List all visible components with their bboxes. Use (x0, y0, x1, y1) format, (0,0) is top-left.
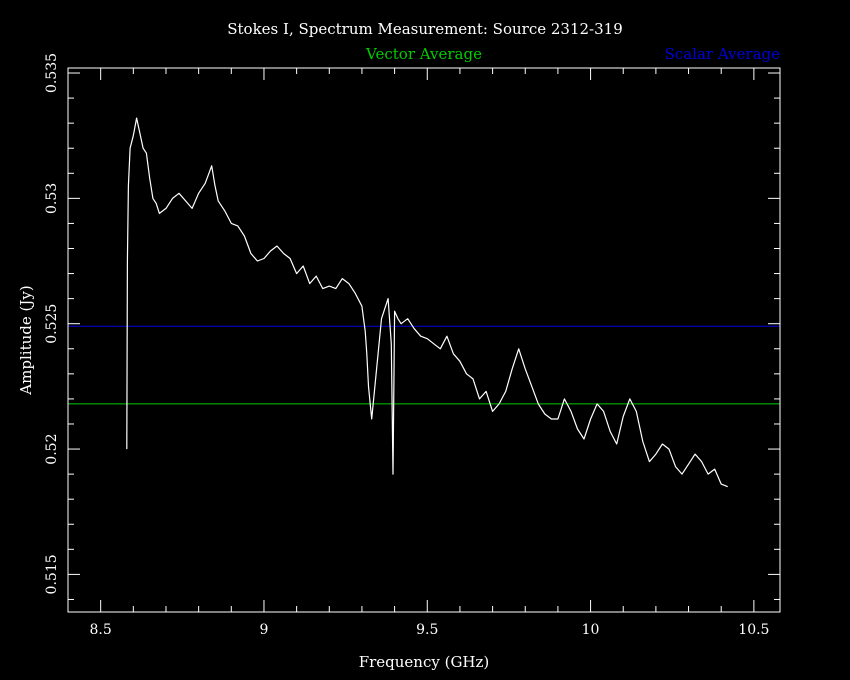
legend-scalar-average: Scalar Average (665, 45, 781, 63)
x-tick-label: 10 (582, 622, 600, 638)
y-axis-ticks: 0.515 0.52 0.525 0.53 0.535 (44, 53, 780, 600)
x-tick-label: 9 (260, 622, 269, 638)
legend-vector-average: Vector Average (365, 45, 482, 63)
x-tick-label: 10.5 (738, 622, 769, 638)
x-tick-label: 9.5 (416, 622, 438, 638)
x-axis-label: Frequency (GHz) (359, 653, 490, 671)
y-tick-label: 0.515 (44, 554, 60, 594)
x-tick-label: 8.5 (90, 622, 112, 638)
y-tick-label: 0.53 (44, 183, 60, 214)
chart-title: Stokes I, Spectrum Measurement: Source 2… (227, 20, 623, 38)
y-tick-label: 0.525 (44, 304, 60, 344)
x-axis-ticks: 8.5 9 9.5 10 10.5 (90, 68, 769, 638)
y-tick-label: 0.52 (44, 434, 60, 465)
spectrum-series-line (126, 117, 728, 488)
plot-frame (67, 67, 781, 613)
y-tick-label: 0.535 (44, 53, 60, 93)
y-axis-label: Amplitude (Jy) (17, 285, 35, 395)
plot-layer (68, 117, 780, 488)
